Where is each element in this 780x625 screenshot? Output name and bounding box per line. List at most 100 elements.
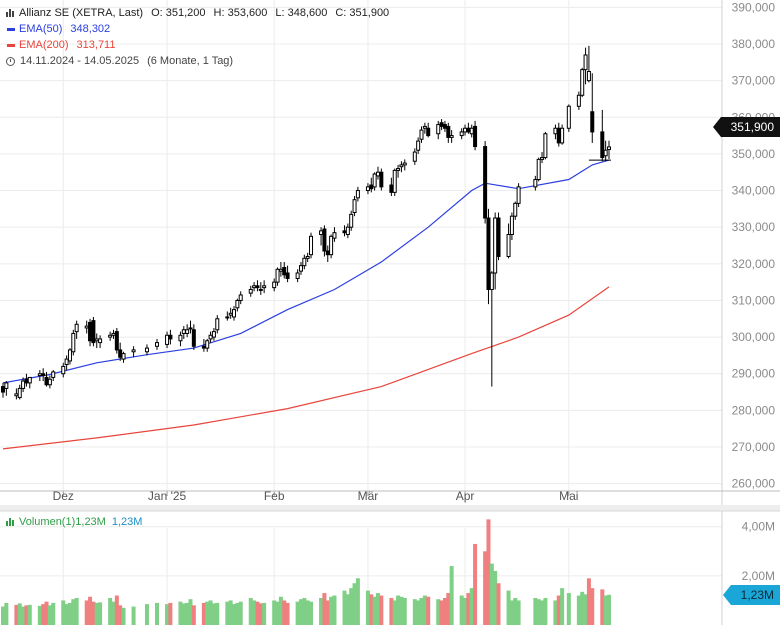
- volume-bar: [486, 519, 491, 625]
- candle-down: [168, 334, 173, 340]
- volume-bar: [118, 605, 123, 625]
- candle-up: [513, 202, 518, 217]
- volume-bar: [436, 599, 441, 625]
- candle-up: [560, 127, 565, 144]
- volume-bar: [369, 594, 374, 625]
- y-tick-label: 390,000: [732, 0, 776, 14]
- close-value: C: 351,900: [335, 7, 390, 19]
- volume-bar: [98, 602, 103, 625]
- candle-up: [238, 294, 243, 301]
- candle-up: [583, 54, 588, 71]
- x-tick-label: Feb: [264, 489, 285, 503]
- volume-bar: [416, 600, 421, 625]
- date-range: 14.11.2024 - 14.05.2025: [20, 55, 140, 67]
- clock-icon: [6, 56, 15, 66]
- volume-bar: [442, 597, 447, 625]
- volume-bar: [131, 606, 136, 625]
- volume-bar: [375, 593, 380, 625]
- volume-badge: 1,23M: [722, 585, 780, 605]
- candle-up: [108, 334, 113, 338]
- volume-bar: [556, 595, 561, 625]
- candle-up: [235, 299, 240, 309]
- instrument-name: Allianz SE (XETRA, Last): [19, 7, 144, 19]
- candle-up: [396, 168, 401, 171]
- candle-down: [369, 184, 374, 190]
- volume-bar: [165, 604, 170, 625]
- volume-badge-text: 1,23M: [740, 588, 774, 602]
- candle-up: [586, 70, 591, 82]
- volume-label: Volumen(1): [19, 516, 76, 528]
- volume-bar: [463, 597, 468, 625]
- volume-bar: [64, 604, 69, 625]
- y-tick-label: 330,000: [732, 220, 776, 234]
- volume-bar: [211, 603, 216, 625]
- volume-bar: [295, 601, 300, 625]
- candle-down: [426, 127, 431, 137]
- candle-up: [185, 329, 190, 334]
- volume-bar: [449, 566, 454, 625]
- candle-up: [275, 268, 280, 283]
- volume-bar: [389, 597, 394, 625]
- volume-bar: [215, 602, 220, 625]
- candle-up: [67, 349, 72, 362]
- candle-up: [576, 94, 581, 107]
- volume-bar: [114, 595, 119, 625]
- candle-up: [436, 124, 441, 135]
- candle-down: [556, 127, 561, 144]
- candle-up: [329, 235, 334, 256]
- last-price-badge: 351,900: [712, 117, 780, 137]
- candle-up: [155, 342, 160, 347]
- volume-bar: [583, 594, 588, 625]
- candle-up: [309, 235, 314, 256]
- candle-up: [84, 325, 89, 329]
- candle-up: [416, 140, 421, 151]
- volume-bar: [513, 597, 518, 625]
- volume-bar: [392, 600, 397, 625]
- candle-up: [181, 329, 186, 334]
- volume-bar: [319, 597, 324, 625]
- candle-up: [392, 169, 397, 193]
- volume-bar: [185, 602, 190, 625]
- date-range-row: 14.11.2024 - 14.05.2025 (6 Monate, 1 Tag…: [6, 53, 389, 69]
- volume-bar: [322, 593, 327, 625]
- candle-up: [188, 327, 193, 330]
- volume-bar: [24, 605, 29, 625]
- volume-bar: [600, 589, 605, 625]
- ema50-value: 348,302: [70, 23, 111, 35]
- candle-up: [372, 173, 377, 188]
- volume-bar: [446, 593, 451, 625]
- candle-down: [379, 171, 384, 188]
- candle-up: [469, 127, 474, 135]
- volume-bar: [399, 596, 404, 625]
- candle-up: [506, 234, 511, 257]
- candle-up: [262, 285, 267, 289]
- candle-up: [272, 281, 277, 289]
- volume-bar: [506, 590, 511, 625]
- candle-up: [352, 199, 357, 214]
- volume-bar: [466, 593, 471, 625]
- candle-down: [282, 266, 287, 276]
- candle-up: [248, 288, 253, 294]
- candle-up: [375, 171, 380, 177]
- candle-up: [536, 158, 541, 181]
- candle-up: [27, 376, 32, 384]
- volume-bar: [225, 601, 230, 625]
- volume-bar: [489, 563, 494, 625]
- volume-bar: [543, 597, 548, 625]
- ema200-legend[interactable]: EMA(200) 313,711: [6, 37, 389, 53]
- candle-down: [41, 373, 46, 377]
- y-tick-label: 350,000: [732, 147, 776, 161]
- y-tick-label: 320,000: [732, 257, 776, 271]
- candle-down: [473, 125, 478, 148]
- volume-bar: [144, 604, 149, 625]
- ema50-legend[interactable]: EMA(50) 348,302: [6, 21, 389, 37]
- candle-up: [463, 127, 468, 133]
- candle-up: [459, 131, 464, 137]
- candle-up: [178, 334, 183, 342]
- volume-bar: [188, 599, 193, 625]
- candle-up: [540, 157, 545, 160]
- volume-bar: [342, 590, 347, 625]
- volume-bar: [332, 595, 337, 625]
- volume-bar: [88, 596, 93, 625]
